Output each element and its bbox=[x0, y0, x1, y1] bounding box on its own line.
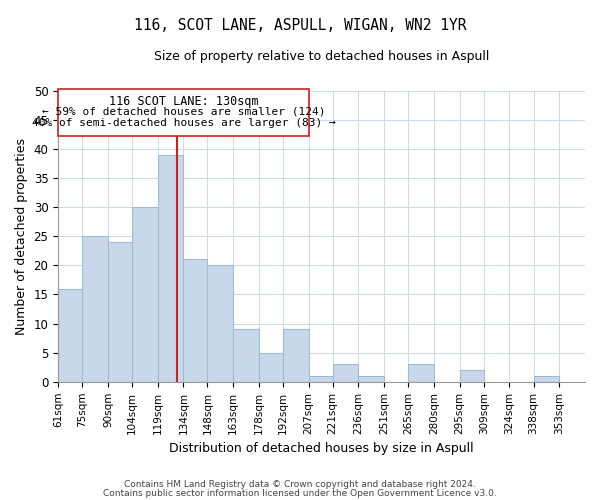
FancyBboxPatch shape bbox=[58, 89, 309, 136]
Text: ← 59% of detached houses are smaller (124): ← 59% of detached houses are smaller (12… bbox=[41, 107, 325, 117]
Text: 40% of semi-detached houses are larger (83) →: 40% of semi-detached houses are larger (… bbox=[32, 118, 335, 128]
Bar bbox=[408, 364, 434, 382]
Bar bbox=[58, 288, 82, 382]
Text: Contains public sector information licensed under the Open Government Licence v3: Contains public sector information licen… bbox=[103, 489, 497, 498]
Bar bbox=[132, 207, 158, 382]
Text: 116, SCOT LANE, ASPULL, WIGAN, WN2 1YR: 116, SCOT LANE, ASPULL, WIGAN, WN2 1YR bbox=[134, 18, 466, 32]
Y-axis label: Number of detached properties: Number of detached properties bbox=[15, 138, 28, 334]
Bar bbox=[233, 330, 259, 382]
X-axis label: Distribution of detached houses by size in Aspull: Distribution of detached houses by size … bbox=[169, 442, 474, 455]
Bar bbox=[259, 352, 283, 382]
Bar bbox=[309, 376, 333, 382]
Title: Size of property relative to detached houses in Aspull: Size of property relative to detached ho… bbox=[154, 50, 489, 63]
Bar bbox=[208, 266, 233, 382]
Bar bbox=[158, 154, 184, 382]
Bar bbox=[82, 236, 108, 382]
Text: 116 SCOT LANE: 130sqm: 116 SCOT LANE: 130sqm bbox=[109, 95, 258, 108]
Bar bbox=[283, 330, 309, 382]
Text: Contains HM Land Registry data © Crown copyright and database right 2024.: Contains HM Land Registry data © Crown c… bbox=[124, 480, 476, 489]
Bar bbox=[184, 260, 208, 382]
Bar bbox=[460, 370, 484, 382]
Bar bbox=[333, 364, 358, 382]
Bar bbox=[358, 376, 384, 382]
Bar bbox=[533, 376, 559, 382]
Bar bbox=[108, 242, 132, 382]
